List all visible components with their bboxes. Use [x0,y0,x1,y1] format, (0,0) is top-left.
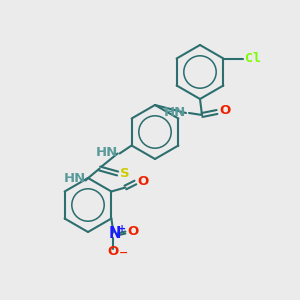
Text: −: − [118,248,128,257]
Text: N: N [108,226,121,241]
Text: O: O [128,225,139,238]
Text: O: O [137,175,148,188]
Text: HN: HN [95,146,118,159]
Text: S: S [120,167,129,180]
Text: Cl: Cl [245,52,261,65]
Text: HN: HN [164,106,186,118]
Text: HN: HN [63,172,86,185]
Text: O: O [219,104,230,118]
Text: O: O [108,245,119,258]
Text: +: + [118,224,127,235]
